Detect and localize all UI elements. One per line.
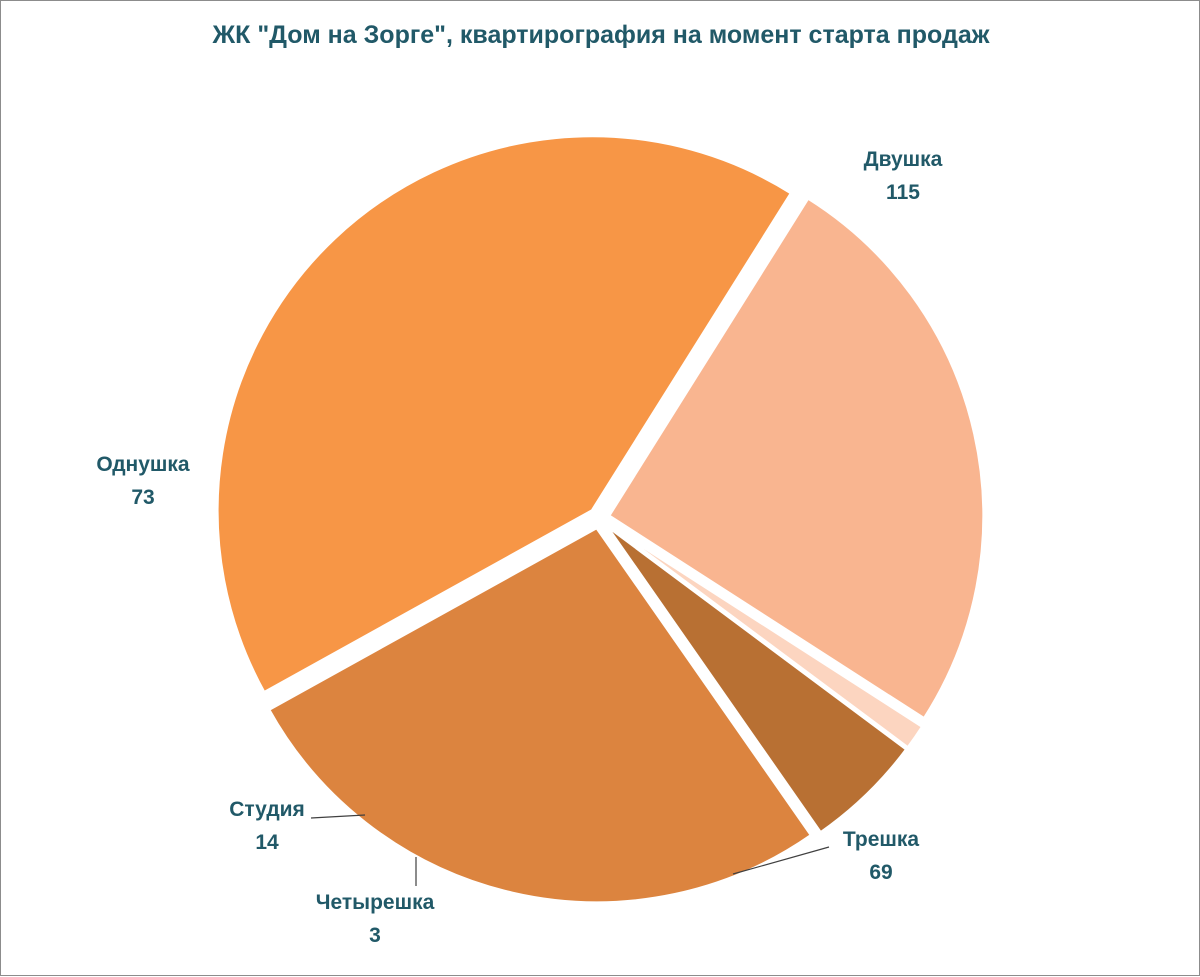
slice-4 <box>266 525 814 905</box>
leader-lines <box>310 814 830 886</box>
slice-value-label: 73 <box>131 486 154 509</box>
slice-category-label: Однушка <box>96 453 190 476</box>
leader-line-1 <box>732 846 830 875</box>
slice-1 <box>606 196 986 721</box>
slice-0 <box>215 134 794 695</box>
leader-line-3 <box>310 814 366 819</box>
slice-category-label: Четырешка <box>316 891 435 914</box>
chart-title: ЖК "Дом на Зорге", квартирография на мом… <box>212 21 990 49</box>
slice-value-label: 115 <box>886 181 920 204</box>
slice-2 <box>606 522 925 750</box>
slice-category-label: Двушка <box>864 148 943 171</box>
slice-category-label: Студия <box>229 798 305 821</box>
slice-3 <box>604 523 909 835</box>
slice-value-label: 69 <box>869 861 892 884</box>
slice-category-label: Трешка <box>843 828 920 851</box>
pie-slices <box>215 134 986 905</box>
slice-labels: Двушка 115 Трешка 69 Четырешка 3 Студия 14 Однуш… <box>96 148 942 947</box>
slice-value-label: 3 <box>369 924 381 947</box>
slice-value-label: 14 <box>255 831 279 854</box>
